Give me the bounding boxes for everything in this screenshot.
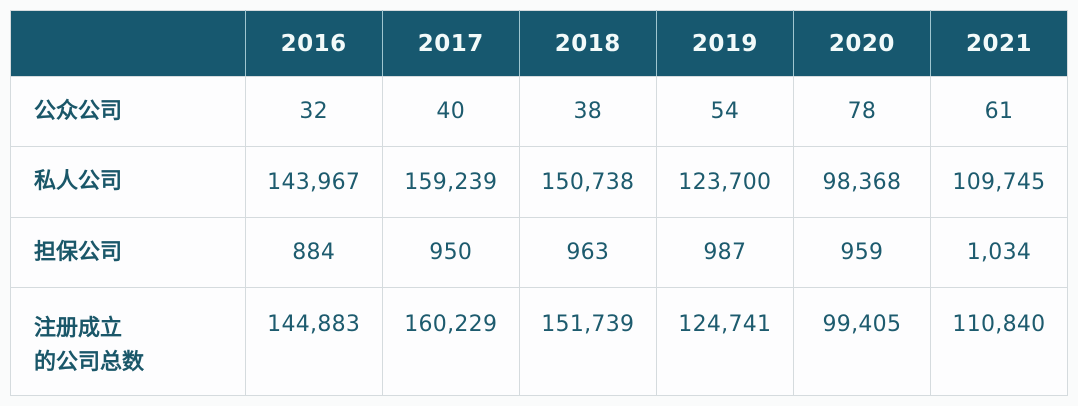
row-label: 注册成立 的公司总数: [10, 287, 246, 396]
data-cell: 109,745: [929, 146, 1069, 218]
table-row: 公众公司 32 40 38 54 78 61: [10, 75, 1069, 148]
column-header: 2020: [792, 10, 931, 77]
table-row: 私人公司 143,967 159,239 150,738 123,700 98,…: [10, 146, 1069, 218]
data-cell: 38: [518, 75, 657, 148]
data-cell: 61: [929, 75, 1069, 148]
data-cell: 78: [792, 75, 931, 148]
row-label: 公众公司: [10, 75, 246, 148]
data-cell: 151,739: [518, 287, 657, 396]
data-cell: 160,229: [381, 287, 520, 396]
table-row: 担保公司 884 950 963 987 959 1,034: [10, 216, 1069, 289]
data-cell: 959: [792, 216, 931, 289]
data-cell: 98,368: [792, 146, 931, 218]
header-row: 2016 2017 2018 2019 2020 2021: [10, 10, 1069, 77]
data-cell: 123,700: [655, 146, 794, 218]
table-row: 注册成立 的公司总数 144,883 160,229 151,739 124,7…: [10, 287, 1069, 396]
data-cell: 110,840: [929, 287, 1069, 396]
column-header: 2017: [381, 10, 520, 77]
data-cell: 124,741: [655, 287, 794, 396]
data-cell: 1,034: [929, 216, 1069, 289]
data-cell: 987: [655, 216, 794, 289]
data-cell: 884: [244, 216, 383, 289]
data-cell: 144,883: [244, 287, 383, 396]
data-cell: 143,967: [244, 146, 383, 218]
column-header: 2021: [929, 10, 1069, 77]
column-header: 2019: [655, 10, 794, 77]
column-header: 2018: [518, 10, 657, 77]
data-cell: 99,405: [792, 287, 931, 396]
row-label: 私人公司: [10, 146, 246, 218]
company-statistics-table: 2016 2017 2018 2019 2020 2021 公众公司 32 40…: [10, 10, 1069, 396]
data-cell: 950: [381, 216, 520, 289]
data-cell: 150,738: [518, 146, 657, 218]
data-cell: 40: [381, 75, 520, 148]
data-cell: 159,239: [381, 146, 520, 218]
corner-cell: [10, 10, 246, 77]
data-cell: 963: [518, 216, 657, 289]
row-label: 担保公司: [10, 216, 246, 289]
column-header: 2016: [244, 10, 383, 77]
data-cell: 32: [244, 75, 383, 148]
data-cell: 54: [655, 75, 794, 148]
